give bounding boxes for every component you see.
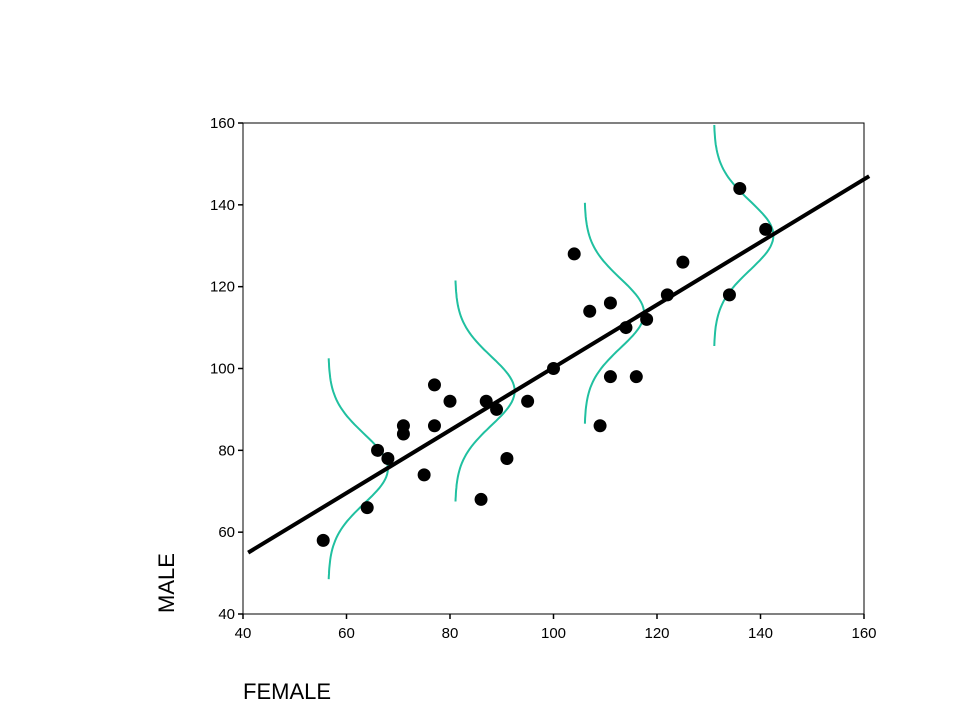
x-tick-label: 40 <box>235 625 252 642</box>
data-point <box>381 452 395 466</box>
data-point <box>603 296 617 310</box>
x-tick-label: 100 <box>541 625 566 642</box>
data-point <box>603 370 617 384</box>
data-point <box>490 402 504 416</box>
normal-curve <box>327 358 389 580</box>
data-point <box>371 443 385 457</box>
x-tick-label: 60 <box>338 625 355 642</box>
data-point <box>722 288 736 302</box>
y-axis-title: MALE <box>154 553 179 613</box>
data-point <box>500 452 514 466</box>
plot-layer: 40 60 80 100 120 140 160 40 60 80 100 120 140 160 <box>210 115 877 642</box>
data-point <box>547 362 560 375</box>
data-point <box>360 501 374 515</box>
data-point <box>427 378 441 392</box>
data-point <box>593 419 607 433</box>
x-tick-label: 80 <box>442 625 459 642</box>
regression-line <box>247 174 871 555</box>
y-tick-label: 140 <box>210 197 235 214</box>
normal-curve <box>454 280 516 502</box>
y-tick-label: 120 <box>210 279 235 296</box>
data-point <box>474 492 488 506</box>
data-point <box>443 394 457 408</box>
y-tick-label: 60 <box>218 524 235 541</box>
data-point <box>676 255 690 269</box>
x-axis-title: FEMALE <box>243 679 331 704</box>
data-point <box>396 427 410 441</box>
data-point <box>660 288 674 302</box>
data-point <box>583 304 597 318</box>
x-tick-label: 120 <box>644 625 669 642</box>
data-point <box>619 321 633 335</box>
x-tick-label: 160 <box>851 625 876 642</box>
y-tick-label: 80 <box>218 442 235 459</box>
data-point <box>479 394 493 408</box>
x-tick-label: 140 <box>748 625 773 642</box>
data-point <box>427 419 441 433</box>
data-point <box>316 533 330 547</box>
data-point <box>629 370 643 384</box>
data-point <box>733 181 747 195</box>
data-point <box>567 247 581 261</box>
y-tick-label: 160 <box>210 115 235 132</box>
data-point <box>640 312 654 326</box>
data-point <box>759 222 773 236</box>
y-tick-label: 100 <box>210 361 235 378</box>
data-point <box>521 394 535 408</box>
y-tick-label: 40 <box>218 606 235 623</box>
data-point <box>417 468 431 482</box>
